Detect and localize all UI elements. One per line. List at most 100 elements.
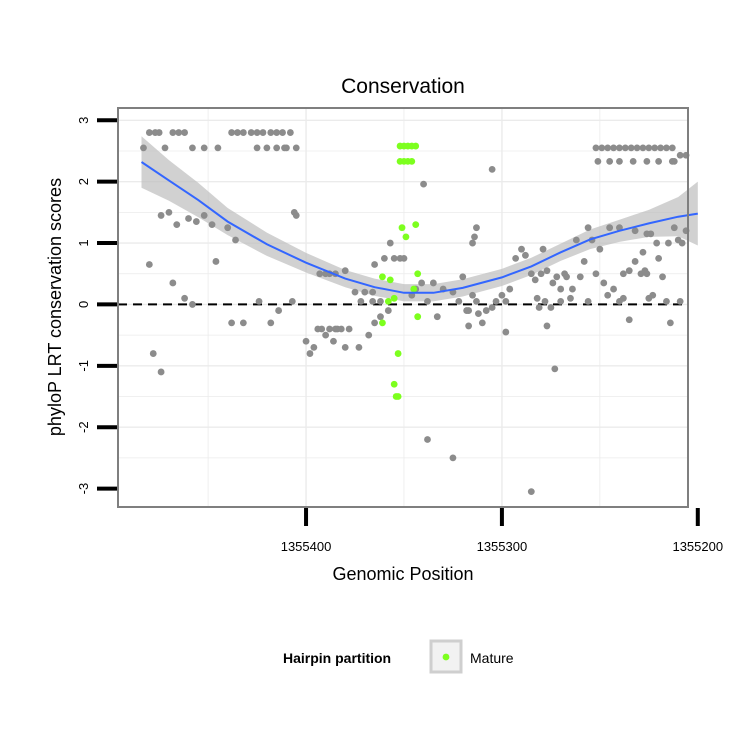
data-point (655, 254, 663, 262)
data-point (631, 258, 639, 265)
data-point (604, 144, 612, 152)
mature-point (412, 221, 420, 229)
data-point (369, 297, 377, 305)
data-point (616, 158, 623, 165)
data-point (469, 291, 476, 299)
data-point (255, 297, 263, 305)
data-point (665, 239, 672, 247)
data-point (286, 129, 294, 136)
data-point (224, 224, 232, 232)
x-tick-label: 1355200 (672, 539, 723, 554)
mature-point (384, 297, 392, 305)
data-point (390, 254, 398, 262)
panel-border (117, 107, 689, 508)
data-point (377, 297, 384, 305)
data-point (533, 294, 541, 302)
data-point (200, 212, 208, 219)
mature-point (402, 233, 410, 241)
data-point (592, 270, 600, 278)
data-point (482, 307, 490, 314)
data-point (561, 270, 568, 278)
data-point (576, 273, 584, 281)
data-point (619, 294, 627, 302)
y-axis-title: phyloP LRT conservation scores (45, 178, 65, 436)
data-point (592, 144, 600, 152)
mature-point (408, 158, 416, 165)
data-point (157, 368, 165, 376)
confidence-ribbon (141, 136, 698, 302)
data-point (604, 291, 612, 299)
data-point (455, 297, 463, 305)
data-point (547, 304, 555, 311)
data-point (247, 129, 255, 136)
data-point (259, 129, 267, 136)
data-point (600, 279, 608, 287)
y-tick-label: -3 (76, 483, 91, 495)
data-point (572, 236, 580, 244)
y-tick-label: 1 (76, 239, 91, 246)
mature-point (390, 380, 398, 388)
data-point (429, 279, 437, 287)
data-point (288, 297, 296, 305)
data-point (621, 144, 629, 152)
data-point (318, 325, 326, 333)
data-point (580, 258, 588, 265)
data-point (543, 322, 551, 330)
data-point (537, 270, 545, 278)
data-point (302, 337, 310, 345)
data-point (655, 158, 663, 165)
x-tick-label: 1355300 (477, 539, 528, 554)
y-tick-label: -2 (76, 421, 91, 433)
data-point (584, 297, 592, 305)
data-point (185, 215, 192, 222)
data-point (512, 254, 520, 262)
data-point (140, 144, 147, 152)
data-point (465, 307, 473, 314)
data-point (488, 304, 496, 311)
data-point (606, 224, 614, 232)
data-point (169, 279, 177, 287)
data-point (478, 319, 486, 327)
data-point (355, 344, 363, 351)
data-point (279, 129, 286, 136)
data-point (322, 331, 330, 339)
data-point (598, 144, 606, 152)
x-axis-title: Genomic Position (332, 564, 473, 584)
data-point (522, 251, 529, 259)
data-point (192, 218, 200, 225)
data-point (351, 288, 359, 296)
data-point (369, 288, 377, 296)
data-point (584, 224, 592, 232)
data-point (424, 436, 431, 443)
mature-point (379, 319, 386, 327)
data-point (663, 144, 670, 152)
data-point (292, 144, 300, 152)
data-point (651, 144, 659, 152)
mature-point (412, 142, 420, 150)
data-point (232, 236, 239, 244)
mature-point (386, 276, 394, 284)
plot-panel: 3 2 1 0 -1 -2 -3 1355400 1355300 1355200 (76, 107, 723, 554)
data-point (594, 158, 602, 165)
data-point (155, 129, 163, 136)
data-point (165, 208, 173, 216)
chart-title: Conservation (341, 75, 465, 98)
data-point (629, 158, 637, 165)
data-point (639, 248, 647, 256)
data-point (678, 239, 686, 247)
data-point (161, 144, 169, 152)
data-point (357, 297, 365, 305)
data-point (433, 313, 441, 321)
data-point (169, 129, 177, 136)
data-point (239, 129, 247, 136)
data-point (670, 224, 678, 232)
data-point (365, 331, 373, 339)
data-point (200, 144, 208, 152)
data-point (610, 144, 617, 152)
data-point (557, 297, 565, 305)
data-point (326, 325, 333, 333)
data-point (666, 319, 674, 327)
data-point (641, 267, 649, 275)
